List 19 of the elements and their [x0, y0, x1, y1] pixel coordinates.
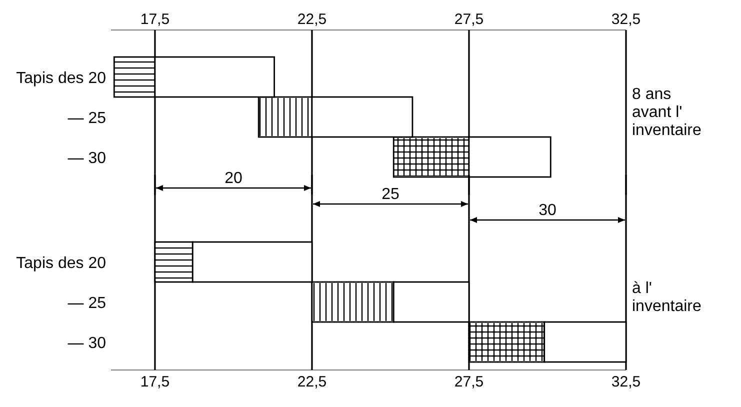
text: 8 ans avant l' inventaire [632, 86, 702, 139]
x-tick-label: 17,5 [140, 11, 170, 28]
x-tick-label: 32,5 [611, 374, 641, 391]
text: 30 [538, 202, 556, 219]
x-tick-label: 17,5 [140, 374, 170, 391]
y-tick-label: — 30 [68, 335, 106, 352]
x-tick-label: 22,5 [297, 11, 327, 28]
annotation: 25 [382, 186, 400, 203]
x-tick-label: 22,5 [297, 374, 327, 391]
y-tick-label: Tapis des 20 [16, 255, 106, 272]
x-tick-label: 27,5 [454, 374, 484, 391]
y-tick-label: — 25 [68, 110, 106, 127]
x-tick-label: 32,5 [611, 11, 641, 28]
text: à l' inventaire [632, 280, 702, 315]
y-tick-label: — 25 [68, 295, 106, 312]
y-tick-label: — 30 [68, 150, 106, 167]
annotation: 20 [224, 170, 242, 187]
y-tick-label: Tapis des 20 [16, 70, 106, 87]
x-tick-label: 27,5 [454, 11, 484, 28]
